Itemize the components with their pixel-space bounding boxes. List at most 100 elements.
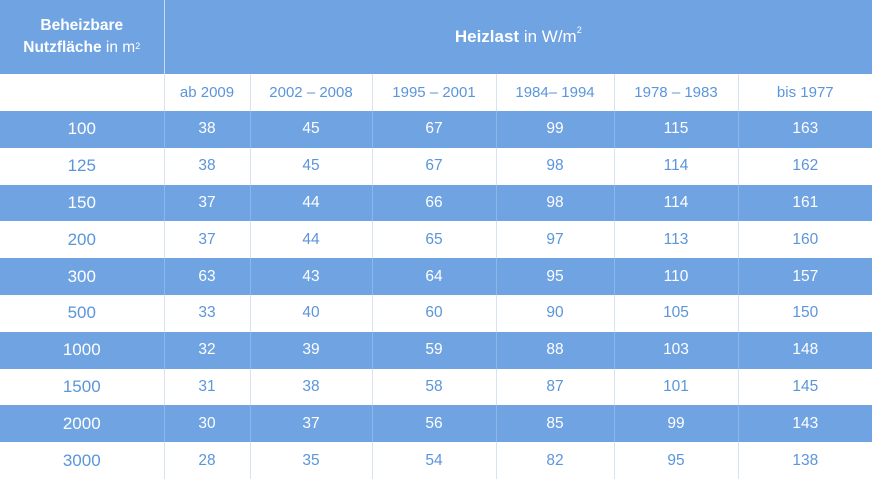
value-cell: 43 — [250, 258, 373, 295]
area-cell: 100 — [0, 111, 165, 148]
area-cell: 3000 — [0, 442, 165, 479]
value-cell: 98 — [496, 184, 615, 222]
header-heat-load-cell: Heizlast in W/m2 — [164, 0, 872, 74]
value-cell: 45 — [250, 111, 373, 148]
header-area-sup: 2 — [135, 41, 141, 51]
value-cell: 163 — [738, 111, 872, 148]
header-area-line2-unit: in m — [101, 39, 136, 56]
value-cell: 95 — [496, 258, 615, 295]
value-cell: 138 — [738, 442, 872, 479]
table-row: 150 37 44 66 98 114 161 — [0, 184, 872, 222]
value-cell: 113 — [614, 221, 739, 259]
column-header: bis 1977 — [738, 74, 872, 111]
value-cell: 44 — [250, 221, 373, 259]
value-cell: 99 — [614, 405, 739, 443]
header-heat-load-unit: in W/m — [519, 27, 577, 46]
value-cell: 38 — [250, 368, 373, 406]
value-cell: 99 — [496, 111, 615, 148]
area-cell: 200 — [0, 221, 165, 259]
value-cell: 115 — [614, 111, 739, 148]
value-cell: 64 — [372, 258, 497, 295]
table-row: 3000 28 35 54 82 95 138 — [0, 442, 872, 479]
column-header: 1984– 1994 — [496, 74, 615, 111]
value-cell: 143 — [738, 405, 872, 443]
value-cell: 37 — [164, 184, 251, 222]
area-cell: 1000 — [0, 331, 165, 369]
value-cell: 32 — [164, 331, 251, 369]
value-cell: 160 — [738, 221, 872, 259]
value-cell: 37 — [164, 221, 251, 259]
value-cell: 39 — [250, 331, 373, 369]
value-cell: 37 — [250, 405, 373, 443]
value-cell: 114 — [614, 147, 739, 185]
column-header: 1995 – 2001 — [372, 74, 497, 111]
value-cell: 85 — [496, 405, 615, 443]
header-area-line1: Beheizbare — [40, 17, 124, 34]
value-cell: 45 — [250, 147, 373, 185]
header-heat-load-bold: Heizlast — [454, 27, 520, 46]
table-row: 125 38 45 67 98 114 162 — [0, 147, 872, 185]
value-cell: 97 — [496, 221, 615, 259]
area-cell: 500 — [0, 294, 165, 332]
value-cell: 56 — [372, 405, 497, 443]
header-empty-cell — [0, 74, 165, 111]
table-row: 100 38 45 67 99 115 163 — [0, 111, 872, 148]
value-cell: 58 — [372, 368, 497, 406]
value-cell: 105 — [614, 294, 739, 332]
value-cell: 157 — [738, 258, 872, 295]
value-cell: 145 — [738, 368, 872, 406]
header-heat-load-sup: 2 — [576, 25, 582, 35]
value-cell: 44 — [250, 184, 373, 222]
value-cell: 65 — [372, 221, 497, 259]
value-cell: 103 — [614, 331, 739, 369]
value-cell: 63 — [164, 258, 251, 295]
value-cell: 40 — [250, 294, 373, 332]
value-cell: 87 — [496, 368, 615, 406]
area-cell: 125 — [0, 147, 165, 185]
value-cell: 60 — [372, 294, 497, 332]
value-cell: 35 — [250, 442, 373, 479]
value-cell: 95 — [614, 442, 739, 479]
value-cell: 88 — [496, 331, 615, 369]
value-cell: 28 — [164, 442, 251, 479]
header-row-years: ab 2009 2002 – 2008 1995 – 2001 1984– 19… — [0, 74, 872, 111]
value-cell: 161 — [738, 184, 872, 222]
value-cell: 98 — [496, 147, 615, 185]
value-cell: 67 — [372, 111, 497, 148]
value-cell: 148 — [738, 331, 872, 369]
area-cell: 2000 — [0, 405, 165, 443]
header-area-cell: Beheizbare Nutzfläche in m2 — [0, 0, 165, 74]
table-row: 2000 30 37 56 85 99 143 — [0, 405, 872, 443]
value-cell: 114 — [614, 184, 739, 222]
value-cell: 38 — [164, 111, 251, 148]
value-cell: 162 — [738, 147, 872, 185]
table-row: 500 33 40 60 90 105 150 — [0, 294, 872, 332]
header-row-top: Beheizbare Nutzfläche in m2 Heizlast in … — [0, 0, 872, 74]
area-cell: 1500 — [0, 368, 165, 406]
value-cell: 59 — [372, 331, 497, 369]
table-row: 1500 31 38 58 87 101 145 — [0, 368, 872, 406]
value-cell: 31 — [164, 368, 251, 406]
value-cell: 110 — [614, 258, 739, 295]
value-cell: 38 — [164, 147, 251, 185]
table-row: 1000 32 39 59 88 103 148 — [0, 331, 872, 369]
value-cell: 30 — [164, 405, 251, 443]
column-header: ab 2009 — [164, 74, 251, 111]
value-cell: 54 — [372, 442, 497, 479]
value-cell: 90 — [496, 294, 615, 332]
value-cell: 33 — [164, 294, 251, 332]
value-cell: 66 — [372, 184, 497, 222]
value-cell: 150 — [738, 294, 872, 332]
area-cell: 300 — [0, 258, 165, 295]
value-cell: 67 — [372, 147, 497, 185]
header-area-line2-bold: Nutzfläche — [23, 39, 102, 56]
table-row: 200 37 44 65 97 113 160 — [0, 221, 872, 259]
column-header: 2002 – 2008 — [250, 74, 373, 111]
value-cell: 82 — [496, 442, 615, 479]
column-header: 1978 – 1983 — [614, 74, 739, 111]
value-cell: 101 — [614, 368, 739, 406]
area-cell: 150 — [0, 184, 165, 222]
table-row: 300 63 43 64 95 110 157 — [0, 258, 872, 295]
